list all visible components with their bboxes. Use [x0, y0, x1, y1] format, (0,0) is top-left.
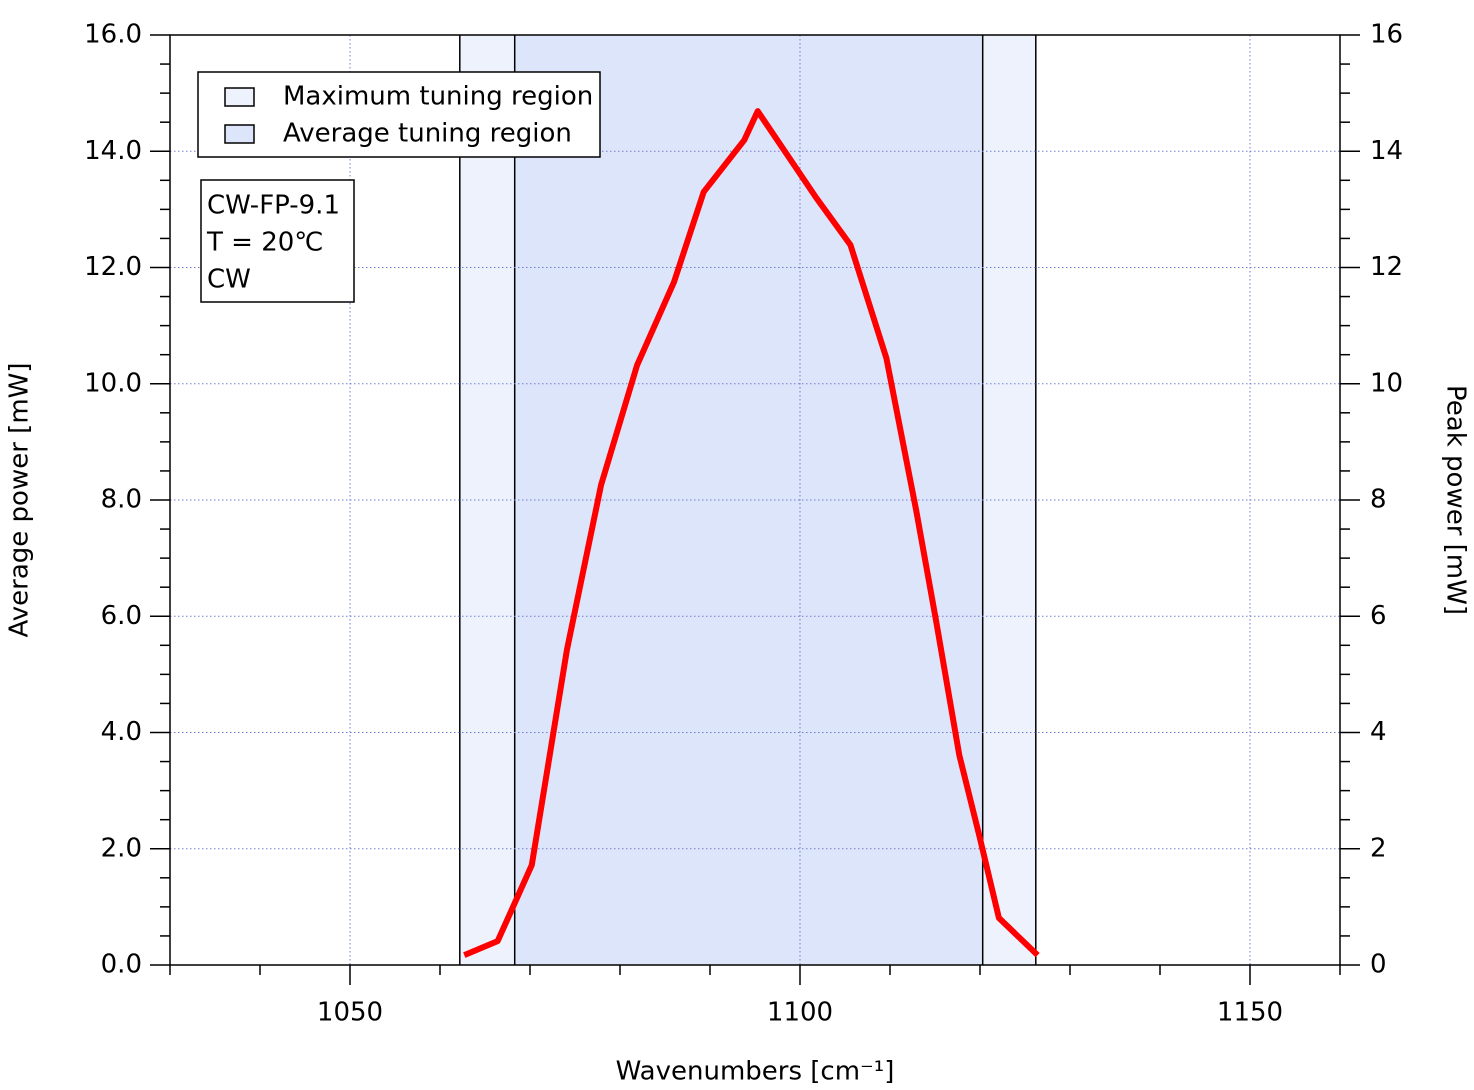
y2-tick-label: 0	[1370, 950, 1387, 980]
y-tick-label: 14.0	[84, 136, 142, 166]
y2-tick-label: 4	[1370, 717, 1387, 747]
y-tick-label: 16.0	[84, 20, 142, 50]
plot-frame	[169, 34, 1341, 966]
x-tick-label: 1050	[317, 998, 383, 1028]
x-axis-label: Wavenumbers [cm⁻¹]	[616, 1057, 895, 1087]
data-line	[463, 108, 1040, 958]
y2-tick-label: 6	[1370, 601, 1387, 631]
annotation-line: CW	[207, 265, 251, 295]
x-tick-label: 1100	[767, 998, 833, 1028]
y2-tick-label: 8	[1370, 485, 1387, 515]
y-tick-label: 10.0	[84, 368, 142, 398]
y2-tick-label: 16	[1370, 20, 1403, 50]
y-tick-label: 0.0	[101, 950, 142, 980]
y-tick-label: 4.0	[101, 717, 142, 747]
y-tick-label: 2.0	[101, 833, 142, 863]
legend-label: Average tuning region	[283, 119, 572, 149]
y-tick-label: 6.0	[101, 601, 142, 631]
y-tick-label: 12.0	[84, 252, 142, 282]
annotation-line: T = 20℃	[206, 228, 323, 258]
legend-swatch	[224, 124, 255, 144]
annotation-box	[200, 179, 355, 303]
y-tick-label: 8.0	[101, 485, 142, 515]
y2-tick-label: 2	[1370, 833, 1387, 863]
y2-axis-label: Peak power [mW]	[1441, 385, 1471, 615]
y-axis-label: Average power [mW]	[5, 363, 35, 638]
y2-tick-label: 14	[1370, 136, 1403, 166]
legend-label: Maximum tuning region	[283, 82, 593, 112]
y2-tick-label: 10	[1370, 368, 1403, 398]
annotation-line: CW-FP-9.1	[207, 191, 340, 221]
x-tick-label: 1150	[1217, 998, 1283, 1028]
legend-box	[197, 71, 601, 158]
legend-swatch	[224, 87, 255, 107]
tuning-region	[514, 35, 983, 965]
y2-tick-label: 12	[1370, 252, 1403, 282]
